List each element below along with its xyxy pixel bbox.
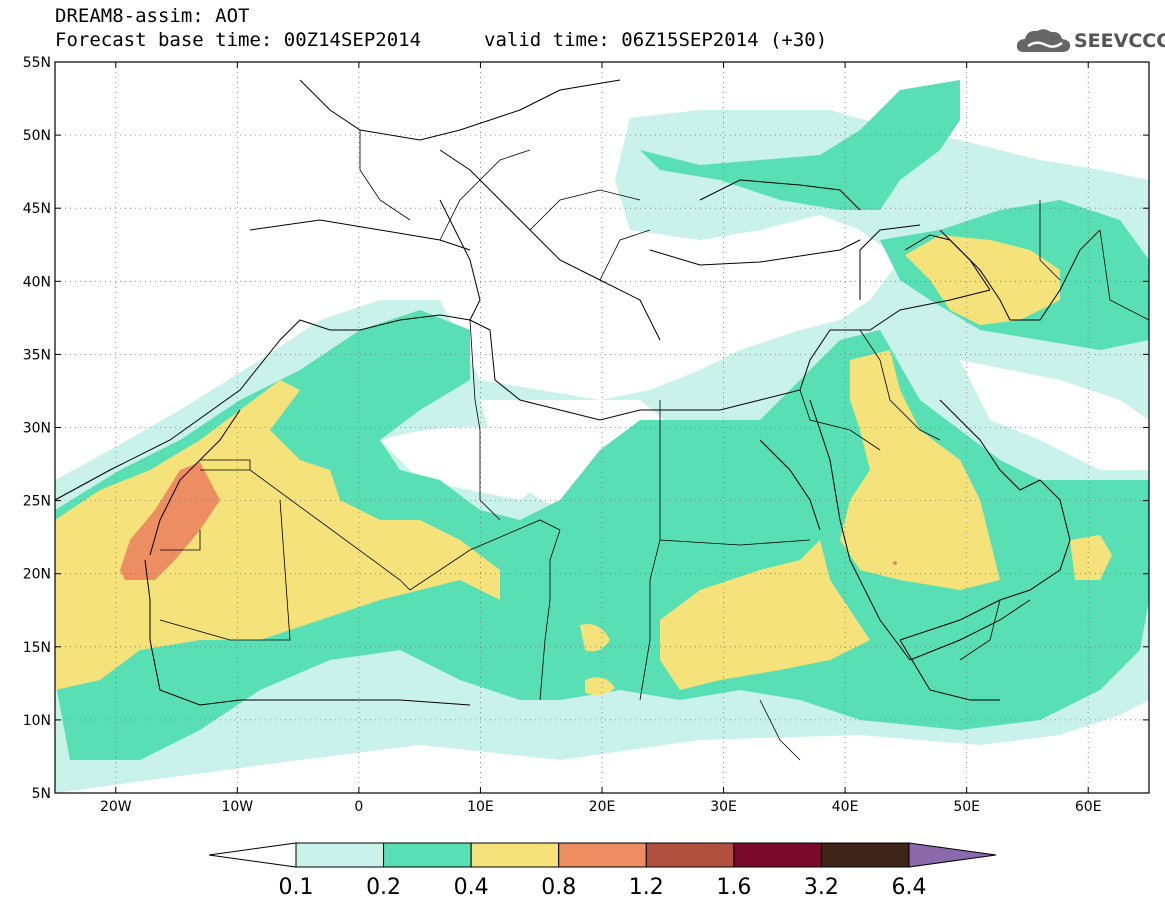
colorbar-label: 0.2 <box>366 875 401 900</box>
aot-band-0.4-caspian <box>905 235 1060 325</box>
lon-tick-label: 20E <box>589 799 616 815</box>
aot-band-0.4-arabia <box>840 350 1000 590</box>
aot-band-0.4 <box>55 380 500 690</box>
aot-band-0.2-north <box>640 80 960 210</box>
lon-tick-label: 0 <box>354 799 363 815</box>
colorbar-box <box>645 842 735 868</box>
colorbar-box <box>295 842 385 868</box>
grid-lines <box>55 62 1149 793</box>
colorbar-arrow-low <box>208 842 297 868</box>
lat-tick-label: 10N <box>23 713 51 729</box>
aot-band-white-turkey <box>700 240 870 300</box>
lat-tick-label: 25N <box>23 494 51 510</box>
lat-tick-label: 15N <box>23 640 51 656</box>
lat-tick-label: 5N <box>32 786 51 802</box>
cloud-icon <box>1016 29 1071 52</box>
aot-band-0.4-oman <box>1070 535 1112 580</box>
lat-tick-label: 50N <box>23 128 51 144</box>
colorbar-box <box>558 842 647 868</box>
lat-tick-label: 40N <box>23 274 51 290</box>
aot-band-white-iran <box>960 360 1149 470</box>
colorbar-label: 0.4 <box>454 875 489 900</box>
lon-tick-label: 30E <box>710 799 737 815</box>
seevccc-logo: SEEVCCC <box>1016 26 1165 56</box>
colorbar-label: 1.6 <box>716 875 751 900</box>
colorbar-label: 6.4 <box>892 875 927 900</box>
lon-tick-label: 20W <box>100 799 132 815</box>
lat-tick-label: 55N <box>23 55 51 71</box>
country-borders <box>159 130 1149 761</box>
map-title: DREAM8-assim: AOT <box>55 5 250 27</box>
lon-tick-label: 40E <box>832 799 859 815</box>
colorbar-box <box>470 842 560 868</box>
forecast-base-time: Forecast base time: 00Z14SEP2014 <box>55 29 422 51</box>
lat-tick-label: 30N <box>23 421 51 437</box>
logo-text: SEEVCCC <box>1074 30 1165 52</box>
lon-tick-label: 10E <box>467 799 494 815</box>
axis-ticks: 20W 10W 0 10E 20E 30E 40E 50E 60E 55N 50N 45N 40N 35N… <box>23 55 1149 815</box>
lat-tick-label: 35N <box>23 347 51 363</box>
aot-band-0.8 <box>120 462 220 580</box>
valid-time: valid time: 06Z15SEP2014 (+30) <box>484 29 828 51</box>
colorbar-box <box>383 842 472 868</box>
lon-tick-label: 10W <box>221 799 253 815</box>
colorbar: 0.1 0.2 0.4 0.8 1.2 1.6 3.2 6.4 <box>208 842 997 900</box>
aot-band-0.4-patch2 <box>585 677 615 696</box>
aot-band-0.4-sudan <box>660 540 870 690</box>
colorbar-label: 0.1 <box>279 875 314 900</box>
colorbar-label: 3.2 <box>804 875 839 900</box>
aot-field <box>55 62 1149 793</box>
lat-tick-label: 20N <box>23 567 51 583</box>
colorbar-box <box>820 842 910 868</box>
colorbar-box <box>733 842 822 868</box>
lat-tick-label: 45N <box>23 201 51 217</box>
colorbar-label: 1.2 <box>629 875 664 900</box>
lon-tick-label: 50E <box>953 799 980 815</box>
coastlines <box>55 79 1101 706</box>
colorbar-arrow-high <box>908 842 997 868</box>
colorbar-label: 0.8 <box>541 875 576 900</box>
lon-tick-label: 60E <box>1075 799 1102 815</box>
aot-band-0.8-dot <box>893 561 897 565</box>
aot-band-0.4-patch <box>580 624 610 652</box>
